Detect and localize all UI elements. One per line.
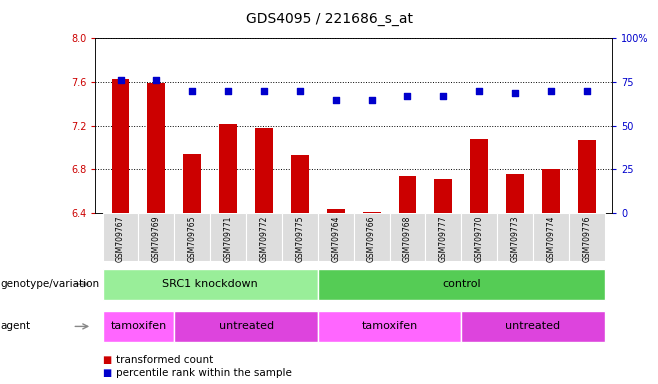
Text: GSM709774: GSM709774	[546, 215, 555, 262]
Bar	[426, 213, 461, 261]
Bar	[291, 155, 309, 213]
Text: ■: ■	[102, 355, 111, 365]
Bar	[318, 213, 354, 261]
Text: control: control	[442, 279, 480, 289]
Point	[510, 89, 520, 96]
Text: GSM709777: GSM709777	[439, 215, 448, 262]
Text: GSM709772: GSM709772	[259, 215, 268, 262]
Bar	[184, 154, 201, 213]
Text: genotype/variation: genotype/variation	[1, 279, 100, 289]
Bar	[354, 213, 390, 261]
Bar	[434, 179, 452, 213]
Point	[474, 88, 484, 94]
Text: GSM709776: GSM709776	[582, 215, 592, 262]
Bar	[219, 124, 237, 213]
Bar	[103, 213, 138, 261]
Text: GSM709768: GSM709768	[403, 215, 412, 262]
Bar	[255, 128, 273, 213]
Point	[151, 77, 162, 83]
Point	[367, 96, 377, 103]
Bar	[174, 311, 318, 342]
Bar	[461, 213, 497, 261]
Bar	[210, 213, 246, 261]
Point	[115, 77, 126, 83]
Point	[187, 88, 197, 94]
Text: tamoxifen: tamoxifen	[111, 321, 166, 331]
Point	[295, 88, 305, 94]
Text: GDS4095 / 221686_s_at: GDS4095 / 221686_s_at	[245, 12, 413, 25]
Bar	[399, 176, 417, 213]
Bar	[533, 213, 569, 261]
Bar	[174, 213, 210, 261]
Point	[438, 93, 449, 99]
Bar	[461, 311, 605, 342]
Bar	[363, 212, 380, 213]
Bar	[103, 311, 174, 342]
Bar	[506, 174, 524, 213]
Text: untreated: untreated	[505, 321, 561, 331]
Point	[259, 88, 269, 94]
Bar	[497, 213, 533, 261]
Text: transformed count: transformed count	[116, 355, 214, 365]
Text: tamoxifen: tamoxifen	[361, 321, 418, 331]
Text: percentile rank within the sample: percentile rank within the sample	[116, 368, 292, 378]
Bar	[138, 213, 174, 261]
Text: untreated: untreated	[218, 321, 274, 331]
Bar	[327, 209, 345, 213]
Text: ■: ■	[102, 368, 111, 378]
Bar	[147, 83, 165, 213]
Bar	[390, 213, 426, 261]
Bar	[569, 213, 605, 261]
Point	[330, 96, 341, 103]
Text: agent: agent	[1, 321, 31, 331]
Text: GSM709773: GSM709773	[511, 215, 520, 262]
Point	[545, 88, 556, 94]
Text: GSM709767: GSM709767	[116, 215, 125, 262]
Bar	[470, 139, 488, 213]
Bar	[542, 169, 560, 213]
Bar	[112, 79, 130, 213]
Point	[402, 93, 413, 99]
Point	[582, 88, 592, 94]
Bar	[318, 269, 605, 300]
Text: GSM709770: GSM709770	[474, 215, 484, 262]
Bar	[103, 269, 318, 300]
Bar	[246, 213, 282, 261]
Bar	[578, 140, 595, 213]
Bar	[318, 311, 461, 342]
Bar	[282, 213, 318, 261]
Text: GSM709771: GSM709771	[224, 215, 233, 262]
Text: GSM709775: GSM709775	[295, 215, 305, 262]
Text: GSM709766: GSM709766	[367, 215, 376, 262]
Text: SRC1 knockdown: SRC1 knockdown	[163, 279, 258, 289]
Text: GSM709769: GSM709769	[152, 215, 161, 262]
Text: GSM709764: GSM709764	[331, 215, 340, 262]
Text: GSM709765: GSM709765	[188, 215, 197, 262]
Point	[223, 88, 234, 94]
